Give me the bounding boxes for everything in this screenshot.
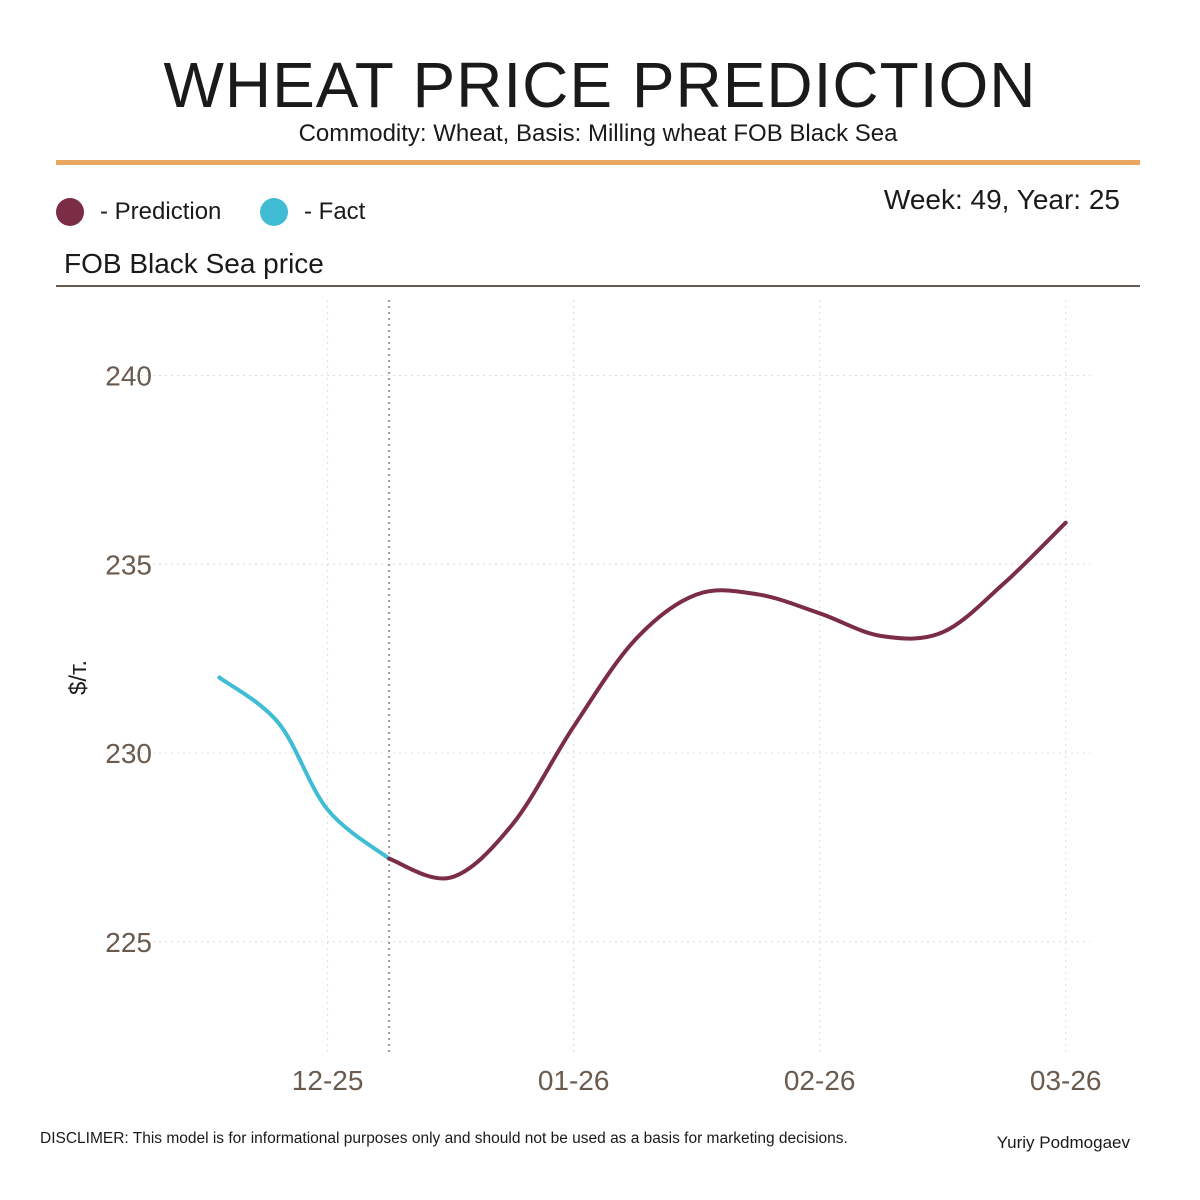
x-tick-label: 02-26	[784, 1065, 856, 1096]
section-title: FOB Black Sea price	[64, 248, 324, 279]
y-tick-label: 240	[105, 361, 152, 392]
page-subtitle: Commodity: Wheat, Basis: Milling wheat F…	[298, 120, 898, 147]
legend-fact-swatch	[260, 198, 288, 226]
legend-fact-label: - Fact	[304, 198, 366, 225]
x-tick-label: 03-26	[1030, 1065, 1102, 1096]
page-title: WHEAT PRICE PREDICTION	[163, 49, 1037, 121]
y-tick-label: 225	[105, 927, 152, 958]
y-axis-label: $/т.	[65, 660, 92, 695]
x-tick-label: 12-25	[292, 1065, 364, 1096]
y-tick-label: 230	[105, 738, 152, 769]
section-divider	[56, 285, 1140, 287]
legend-prediction-swatch	[56, 198, 84, 226]
disclaimer-text: DISCLIMER: This model is for information…	[40, 1130, 848, 1147]
author-name: Yuriy Podmogaev	[996, 1133, 1130, 1152]
legend-item-prediction: - Prediction	[56, 194, 221, 230]
week-label: Week: 49, Year: 25	[883, 184, 1120, 215]
title-divider	[56, 160, 1140, 165]
y-tick-label: 235	[105, 549, 152, 580]
series-line-prediction	[387, 520, 1068, 881]
legend-prediction-label: - Prediction	[100, 198, 222, 225]
legend-item-fact: - Fact	[260, 194, 365, 230]
series-line-fact	[217, 675, 392, 861]
x-tick-label: 01-26	[538, 1065, 610, 1096]
